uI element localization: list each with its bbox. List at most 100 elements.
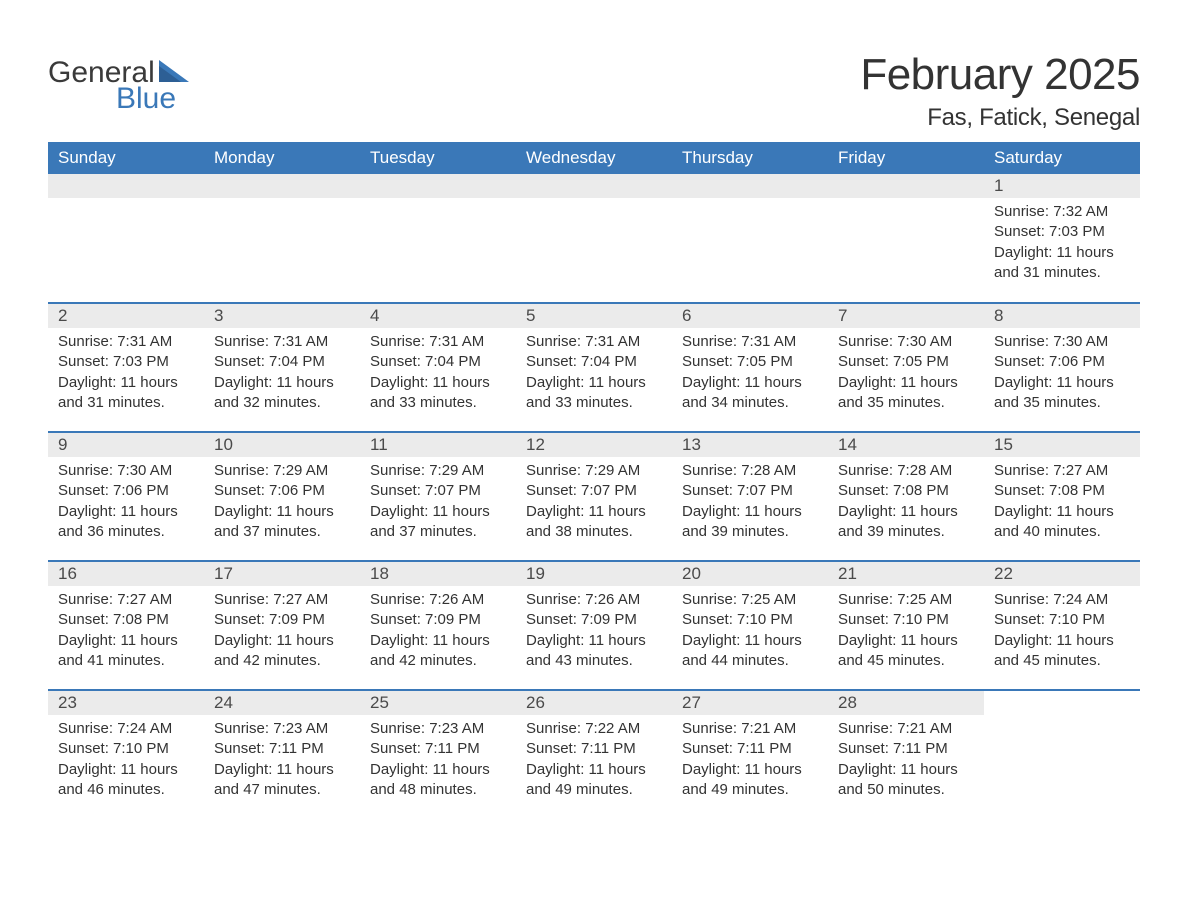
sunset-text: Sunset: 7:10 PM bbox=[58, 739, 194, 759]
day-header-sunday: Sunday bbox=[48, 142, 204, 174]
week-row: 23Sunrise: 7:24 AMSunset: 7:10 PMDayligh… bbox=[48, 689, 1140, 818]
day-number: 25 bbox=[370, 693, 389, 712]
day-number-row: 20 bbox=[672, 562, 828, 586]
sunset-text: Sunset: 7:05 PM bbox=[682, 352, 818, 372]
sunset-text: Sunset: 7:06 PM bbox=[994, 352, 1130, 372]
day-number: 24 bbox=[214, 693, 233, 712]
day-number-row: 1 bbox=[984, 174, 1140, 198]
daylight-text: Daylight: 11 hours and 33 minutes. bbox=[370, 373, 506, 414]
daylight-text: Daylight: 11 hours and 35 minutes. bbox=[994, 373, 1130, 414]
sunset-text: Sunset: 7:08 PM bbox=[994, 481, 1130, 501]
sunset-text: Sunset: 7:06 PM bbox=[214, 481, 350, 501]
day-cell: 1Sunrise: 7:32 AMSunset: 7:03 PMDaylight… bbox=[984, 174, 1140, 302]
day-cell: 9Sunrise: 7:30 AMSunset: 7:06 PMDaylight… bbox=[48, 433, 204, 560]
day-details: Sunrise: 7:29 AMSunset: 7:07 PMDaylight:… bbox=[526, 461, 662, 542]
title-block: February 2025 Fas, Fatick, Senegal bbox=[860, 50, 1140, 132]
day-details: Sunrise: 7:23 AMSunset: 7:11 PMDaylight:… bbox=[370, 719, 506, 800]
day-number: 19 bbox=[526, 564, 545, 583]
sunrise-text: Sunrise: 7:25 AM bbox=[838, 590, 974, 610]
daylight-text: Daylight: 11 hours and 31 minutes. bbox=[58, 373, 194, 414]
blank-day-number-row bbox=[360, 174, 516, 198]
daylight-text: Daylight: 11 hours and 38 minutes. bbox=[526, 502, 662, 543]
day-number: 23 bbox=[58, 693, 77, 712]
day-number: 14 bbox=[838, 435, 857, 454]
day-details: Sunrise: 7:27 AMSunset: 7:08 PMDaylight:… bbox=[994, 461, 1130, 542]
sunrise-text: Sunrise: 7:31 AM bbox=[370, 332, 506, 352]
sunrise-text: Sunrise: 7:31 AM bbox=[526, 332, 662, 352]
month-title: February 2025 bbox=[860, 50, 1140, 100]
day-number: 8 bbox=[994, 306, 1003, 325]
sunrise-text: Sunrise: 7:30 AM bbox=[838, 332, 974, 352]
weeks-container: 1Sunrise: 7:32 AMSunset: 7:03 PMDaylight… bbox=[48, 174, 1140, 818]
day-cell: 11Sunrise: 7:29 AMSunset: 7:07 PMDayligh… bbox=[360, 433, 516, 560]
daylight-text: Daylight: 11 hours and 41 minutes. bbox=[58, 631, 194, 672]
day-cell: 26Sunrise: 7:22 AMSunset: 7:11 PMDayligh… bbox=[516, 691, 672, 818]
day-number: 12 bbox=[526, 435, 545, 454]
day-cell: 15 Sunrise: 7:27 AMSunset: 7:08 PMDayligh… bbox=[984, 433, 1140, 560]
day-cell bbox=[828, 174, 984, 302]
sunrise-text: Sunrise: 7:30 AM bbox=[994, 332, 1130, 352]
day-cell: 19Sunrise: 7:26 AMSunset: 7:09 PMDayligh… bbox=[516, 562, 672, 689]
daylight-text: Daylight: 11 hours and 46 minutes. bbox=[58, 760, 194, 801]
day-details: Sunrise: 7:30 AMSunset: 7:05 PMDaylight:… bbox=[838, 332, 974, 413]
day-number-row: 22 bbox=[984, 562, 1140, 586]
week-row: 9Sunrise: 7:30 AMSunset: 7:06 PMDaylight… bbox=[48, 431, 1140, 560]
day-cell bbox=[360, 174, 516, 302]
day-number: 26 bbox=[526, 693, 545, 712]
location: Fas, Fatick, Senegal bbox=[860, 104, 1140, 132]
day-details: Sunrise: 7:23 AMSunset: 7:11 PMDaylight:… bbox=[214, 719, 350, 800]
sunrise-text: Sunrise: 7:23 AM bbox=[370, 719, 506, 739]
day-number-row: 17 bbox=[204, 562, 360, 586]
day-number: 3 bbox=[214, 306, 223, 325]
day-number: 15 bbox=[994, 435, 1013, 454]
day-cell: 25 Sunrise: 7:23 AMSunset: 7:11 PMDayligh… bbox=[360, 691, 516, 818]
day-number: 2 bbox=[58, 306, 67, 325]
day-number-row: 7 bbox=[828, 304, 984, 328]
sunset-text: Sunset: 7:07 PM bbox=[682, 481, 818, 501]
day-cell: 3 Sunrise: 7:31 AMSunset: 7:04 PMDaylight… bbox=[204, 304, 360, 431]
day-cell: 7 Sunrise: 7:30 AMSunset: 7:05 PMDaylight… bbox=[828, 304, 984, 431]
sunrise-text: Sunrise: 7:29 AM bbox=[370, 461, 506, 481]
day-details: Sunrise: 7:28 AMSunset: 7:08 PMDaylight:… bbox=[838, 461, 974, 542]
day-details: Sunrise: 7:21 AMSunset: 7:11 PMDaylight:… bbox=[682, 719, 818, 800]
sunrise-text: Sunrise: 7:23 AM bbox=[214, 719, 350, 739]
day-number-row: 28 bbox=[828, 691, 984, 715]
blank-day-number-row bbox=[672, 174, 828, 198]
calendar-page: General Blue February 2025 Fas, Fatick, … bbox=[0, 0, 1188, 858]
daylight-text: Daylight: 11 hours and 37 minutes. bbox=[370, 502, 506, 543]
sunset-text: Sunset: 7:03 PM bbox=[994, 222, 1130, 242]
sunrise-text: Sunrise: 7:31 AM bbox=[58, 332, 194, 352]
daylight-text: Daylight: 11 hours and 37 minutes. bbox=[214, 502, 350, 543]
day-details: Sunrise: 7:25 AMSunset: 7:10 PMDaylight:… bbox=[838, 590, 974, 671]
day-number: 6 bbox=[682, 306, 691, 325]
day-number: 20 bbox=[682, 564, 701, 583]
sunrise-text: Sunrise: 7:26 AM bbox=[370, 590, 506, 610]
day-number: 22 bbox=[994, 564, 1013, 583]
sunset-text: Sunset: 7:08 PM bbox=[58, 610, 194, 630]
day-number-row: 18 bbox=[360, 562, 516, 586]
blank-day-number-row bbox=[828, 174, 984, 198]
day-number-row: 25 bbox=[360, 691, 516, 715]
day-cell: 23Sunrise: 7:24 AMSunset: 7:10 PMDayligh… bbox=[48, 691, 204, 818]
day-details: Sunrise: 7:27 AMSunset: 7:08 PMDaylight:… bbox=[58, 590, 194, 671]
day-number-row: 13 bbox=[672, 433, 828, 457]
day-number-row: 10 bbox=[204, 433, 360, 457]
day-number-row: 2 bbox=[48, 304, 204, 328]
daylight-text: Daylight: 11 hours and 35 minutes. bbox=[838, 373, 974, 414]
sunrise-text: Sunrise: 7:28 AM bbox=[682, 461, 818, 481]
day-details: Sunrise: 7:29 AMSunset: 7:07 PMDaylight:… bbox=[370, 461, 506, 542]
sunset-text: Sunset: 7:10 PM bbox=[682, 610, 818, 630]
daylight-text: Daylight: 11 hours and 42 minutes. bbox=[370, 631, 506, 672]
day-details: Sunrise: 7:31 AMSunset: 7:04 PMDaylight:… bbox=[214, 332, 350, 413]
day-header-tuesday: Tuesday bbox=[360, 142, 516, 174]
day-cell: 8 Sunrise: 7:30 AMSunset: 7:06 PMDaylight… bbox=[984, 304, 1140, 431]
day-number: 28 bbox=[838, 693, 857, 712]
sunrise-text: Sunrise: 7:22 AM bbox=[526, 719, 662, 739]
day-cell: 18Sunrise: 7:26 AMSunset: 7:09 PMDayligh… bbox=[360, 562, 516, 689]
day-header-friday: Friday bbox=[828, 142, 984, 174]
day-cell: 21Sunrise: 7:25 AMSunset: 7:10 PMDayligh… bbox=[828, 562, 984, 689]
daylight-text: Daylight: 11 hours and 33 minutes. bbox=[526, 373, 662, 414]
sunrise-text: Sunrise: 7:30 AM bbox=[58, 461, 194, 481]
sunset-text: Sunset: 7:11 PM bbox=[838, 739, 974, 759]
daylight-text: Daylight: 11 hours and 44 minutes. bbox=[682, 631, 818, 672]
